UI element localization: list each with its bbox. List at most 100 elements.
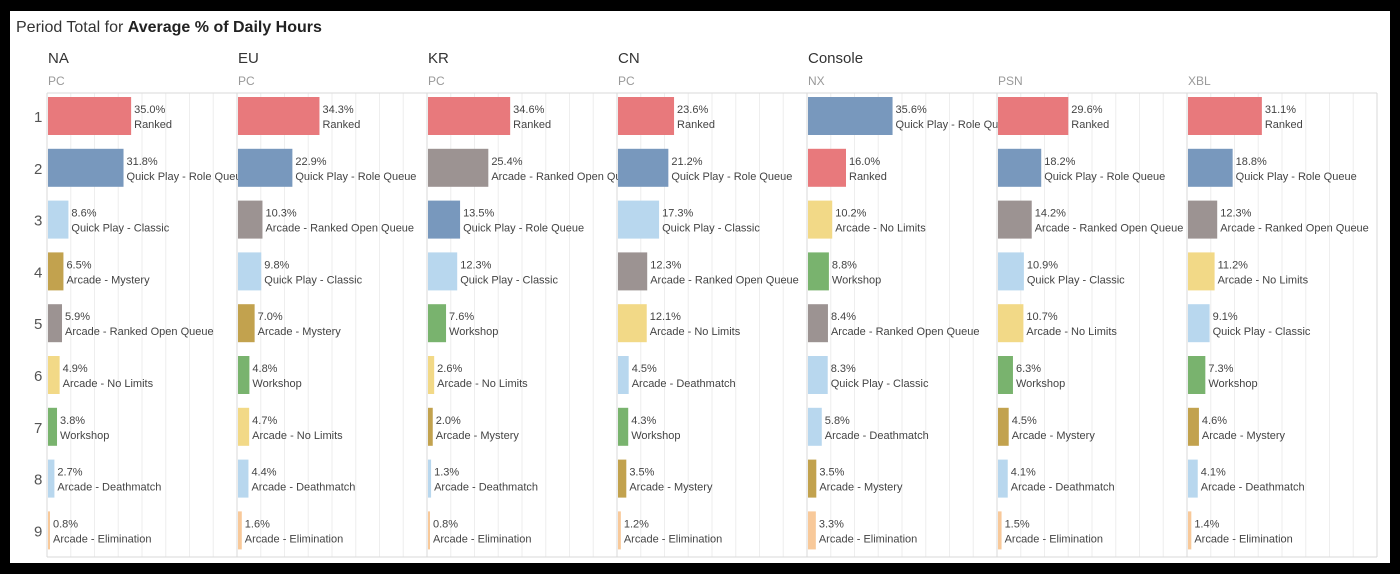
bar-value-label: 7.6% xyxy=(449,311,474,323)
bar-mode-label: Arcade - Deathmatch xyxy=(632,378,736,390)
bar-mode-label: Ranked xyxy=(677,119,715,131)
bar-mode-label: Quick Play - Role Queue xyxy=(671,171,792,183)
bar-value-label: 21.2% xyxy=(671,156,702,168)
bar-value-label: 23.6% xyxy=(677,104,708,116)
bar-value-label: 31.8% xyxy=(127,156,158,168)
panel-platform-header: NX xyxy=(808,74,825,88)
bar-value-label: 4.3% xyxy=(631,415,656,427)
bar-value-label: 1.3% xyxy=(434,467,459,479)
bar-value-label: 2.0% xyxy=(436,415,461,427)
bar-mode-label: Quick Play - Role Queue xyxy=(1236,171,1357,183)
bar-value-label: 0.8% xyxy=(433,518,458,530)
bar-mode-label: Arcade - Deathmatch xyxy=(1201,482,1305,494)
bar-value-label: 4.9% xyxy=(63,363,88,375)
panel-platform-header: PSN xyxy=(998,74,1023,88)
bar-mode-label: Arcade - Elimination xyxy=(53,533,151,545)
bar xyxy=(428,304,447,343)
bar-value-label: 16.0% xyxy=(849,156,880,168)
bar-value-label: 35.0% xyxy=(134,104,165,116)
bar-value-label: 4.7% xyxy=(252,415,277,427)
bar xyxy=(428,511,430,550)
bar xyxy=(1188,356,1206,394)
bar-value-label: 4.4% xyxy=(251,467,276,479)
bar xyxy=(48,252,64,291)
bar-mode-label: Arcade - Ranked Open Queue xyxy=(650,274,799,286)
bar xyxy=(998,148,1042,187)
bar-value-label: 5.8% xyxy=(825,415,850,427)
bar xyxy=(1188,200,1218,239)
bar-value-label: 3.8% xyxy=(60,415,85,427)
bar-mode-label: Arcade - No Limits xyxy=(1026,326,1117,338)
bar xyxy=(618,304,647,343)
bar-value-label: 4.6% xyxy=(1202,415,1227,427)
bar xyxy=(618,459,627,498)
panel-group-header: EU xyxy=(238,50,259,67)
bar-value-label: 34.6% xyxy=(513,104,544,116)
bar-value-label: 3.5% xyxy=(629,467,654,479)
bar-value-label: 9.8% xyxy=(264,259,289,271)
bar-value-label: 8.3% xyxy=(831,363,856,375)
bar xyxy=(238,148,293,187)
bar-mode-label: Arcade - Elimination xyxy=(624,533,722,545)
bar-value-label: 5.9% xyxy=(65,311,90,323)
bar-mode-label: Ranked xyxy=(1071,119,1109,131)
bar xyxy=(1188,459,1198,498)
panel-platform-header: XBL xyxy=(1188,74,1211,88)
title-measure: Average % of Daily Hours xyxy=(127,19,322,36)
bar-mode-label: Workshop xyxy=(631,430,680,442)
row-label: 1 xyxy=(34,109,42,126)
bar-value-label: 1.4% xyxy=(1194,518,1219,530)
bar xyxy=(618,511,621,550)
bar xyxy=(998,200,1032,239)
bar-value-label: 4.5% xyxy=(632,363,657,375)
bar-mode-label: Quick Play - Classic xyxy=(264,274,362,286)
bar-value-label: 1.2% xyxy=(624,518,649,530)
bar xyxy=(428,407,433,446)
bar xyxy=(1188,407,1199,446)
bar-value-label: 0.8% xyxy=(53,518,78,530)
bar xyxy=(428,97,511,135)
bar-value-label: 6.5% xyxy=(66,259,91,271)
bar-mode-label: Arcade - Ranked Open Queue xyxy=(1220,223,1369,235)
panel-group-header: NA xyxy=(48,50,69,67)
bar-mode-label: Arcade - No Limits xyxy=(650,326,741,338)
bar xyxy=(428,200,461,239)
bar xyxy=(1188,97,1262,135)
bar-value-label: 10.9% xyxy=(1027,259,1058,271)
bar-mode-label: Workshop xyxy=(832,274,881,286)
bar-mode-label: Arcade - Elimination xyxy=(1005,533,1103,545)
bar xyxy=(238,97,320,135)
panel-platform-header: PC xyxy=(618,74,635,88)
row-label: 7 xyxy=(34,420,42,437)
bar-value-label: 17.3% xyxy=(662,208,693,220)
bar xyxy=(998,97,1069,135)
chart-title: Period Total for Average % of Daily Hour… xyxy=(16,19,322,37)
bar xyxy=(48,459,55,498)
bar-mode-label: Arcade - No Limits xyxy=(437,378,528,390)
bar xyxy=(1188,511,1192,550)
bar-mode-label: Quick Play - Classic xyxy=(1213,326,1311,338)
bar-mode-label: Arcade - Ranked Open Queue xyxy=(265,223,414,235)
bar-value-label: 12.3% xyxy=(650,259,681,271)
bar-mode-label: Arcade - Deathmatch xyxy=(434,482,538,494)
panel-group-header: KR xyxy=(428,50,449,67)
bar-mode-label: Ranked xyxy=(134,119,172,131)
bar-value-label: 1.6% xyxy=(245,518,270,530)
bar-mode-label: Quick Play - Classic xyxy=(831,378,929,390)
bar xyxy=(808,356,828,394)
row-label: 6 xyxy=(34,368,42,385)
bar xyxy=(238,304,255,343)
bar xyxy=(238,200,263,239)
bar xyxy=(238,356,250,394)
bar-mode-label: Quick Play - Classic xyxy=(460,274,558,286)
bar-mode-label: Arcade - No Limits xyxy=(1218,274,1309,286)
row-label: 4 xyxy=(34,264,42,281)
bar-mode-label: Quick Play - Role Queue xyxy=(1044,171,1165,183)
bar-mode-label: Quick Play - Role Queue xyxy=(463,223,584,235)
bar-value-label: 34.3% xyxy=(322,104,353,116)
bar xyxy=(808,407,822,446)
bar-value-label: 10.7% xyxy=(1026,311,1057,323)
bar-mode-label: Arcade - Mystery xyxy=(1202,430,1286,442)
bar xyxy=(808,304,828,343)
bar xyxy=(998,407,1009,446)
